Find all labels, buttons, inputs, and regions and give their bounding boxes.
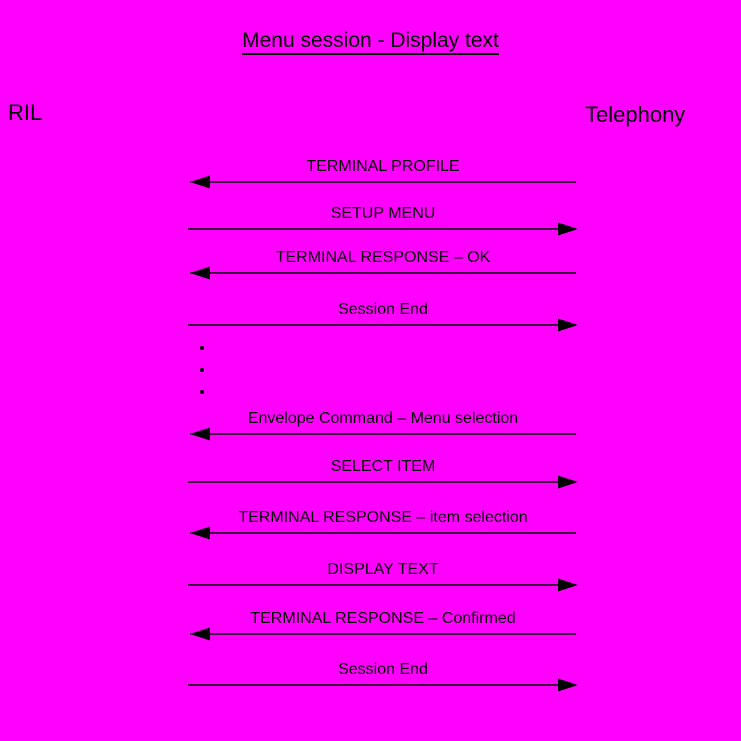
arrow-left-icon — [188, 427, 578, 446]
message-label: TERMINAL RESPONSE – Confirmed — [250, 610, 516, 627]
actor-label-right: Telephony — [585, 102, 686, 127]
page-title: Menu session - Display text — [0, 28, 741, 55]
message-label: TERMINAL PROFILE — [306, 158, 460, 175]
message-label: Session End — [338, 301, 428, 318]
ellipsis-dot — [200, 346, 204, 350]
arrow-right-icon — [188, 318, 578, 337]
arrow-left-icon — [188, 627, 578, 646]
message-label: SETUP MENU — [330, 205, 436, 222]
arrow-right-icon — [188, 222, 578, 241]
message-label: Envelope Command – Menu selection — [247, 410, 519, 427]
actor-label-left: RIL — [8, 100, 43, 125]
arrow-right-icon — [188, 578, 578, 597]
message-label: TERMINAL RESPONSE – item selection — [238, 509, 528, 526]
ellipsis-dot — [200, 368, 204, 372]
ellipsis-dot — [200, 390, 204, 394]
arrow-left-icon — [188, 175, 578, 194]
arrow-right-icon — [188, 678, 578, 697]
message-label: Session End — [338, 661, 428, 678]
message-label: SELECT ITEM — [330, 458, 436, 475]
message-label: TERMINAL RESPONSE – OK — [275, 249, 491, 266]
page-title-text: Menu session - Display text — [242, 29, 499, 55]
arrow-left-icon — [188, 266, 578, 285]
arrow-left-icon — [188, 526, 578, 545]
arrow-right-icon — [188, 475, 578, 494]
message-label: DISPLAY TEXT — [327, 561, 439, 578]
